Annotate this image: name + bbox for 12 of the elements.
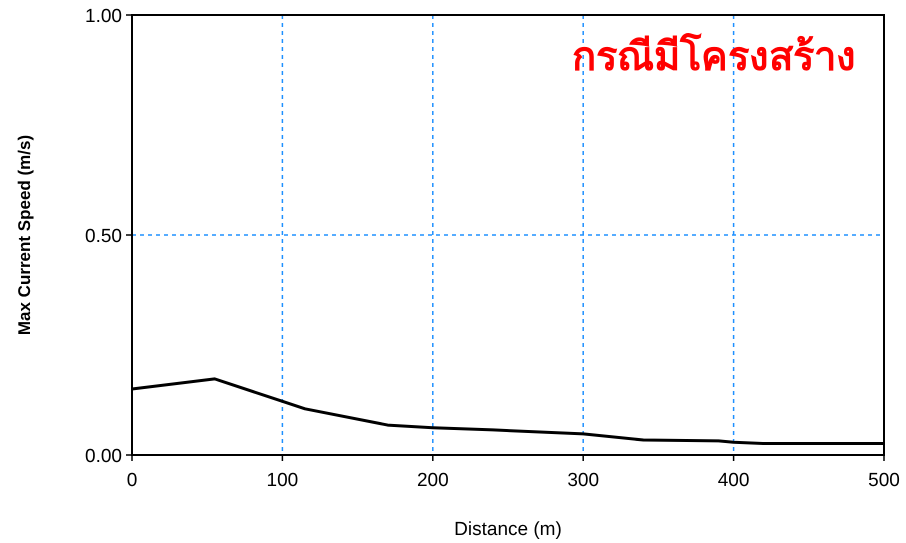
y-tick-label: 0.50 [85,226,122,247]
y-tick-label: 0.00 [85,446,122,467]
x-axis-title: Distance (m) [454,519,562,540]
x-tick-label: 0 [126,470,138,491]
y-axis-title: Max Current Speed (m/s) [15,134,34,336]
annotation: กรณีมีโครงสร้าง [572,33,856,80]
x-tick-label: 500 [868,470,900,491]
x-tick-label: 200 [416,470,449,491]
y-tick-label: 1.00 [85,6,122,27]
x-tick-label: 100 [266,470,298,491]
x-tick-label: 300 [567,470,600,491]
x-tick-label: 400 [718,470,750,491]
